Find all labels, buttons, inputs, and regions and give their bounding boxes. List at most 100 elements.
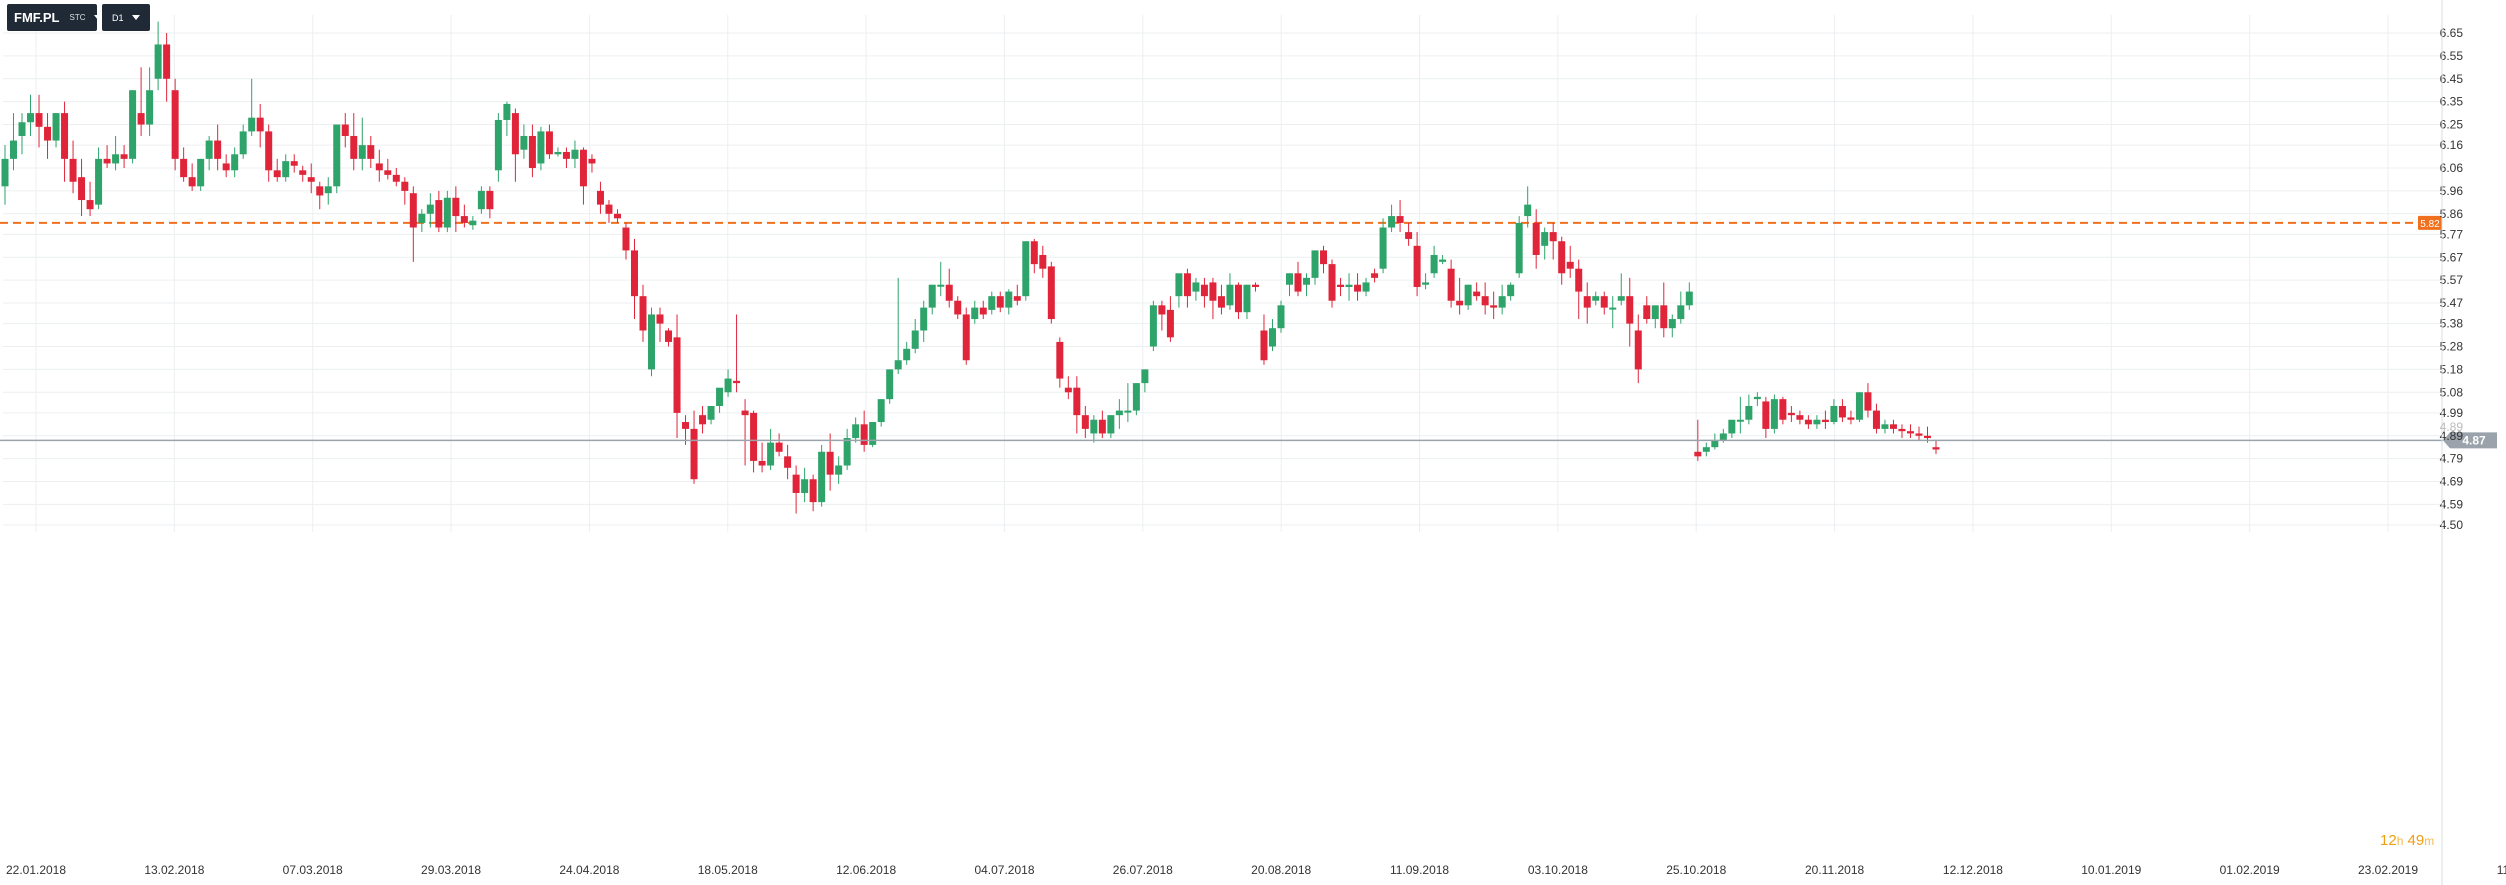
- candle-body: [239, 131, 247, 155]
- candle-body: [1694, 451, 1702, 457]
- candle: [979, 300, 987, 320]
- candle: [937, 261, 945, 297]
- candle: [1702, 442, 1710, 457]
- candle: [1932, 440, 1940, 455]
- candle-body: [682, 422, 690, 429]
- candle: [520, 124, 528, 159]
- y-tick-label: 5.47: [2440, 296, 2464, 310]
- candle-body: [1379, 227, 1387, 269]
- candle: [1660, 282, 1668, 338]
- candle-body: [197, 158, 205, 187]
- candle: [648, 307, 656, 377]
- candle: [954, 296, 962, 320]
- candle-body: [1022, 241, 1030, 297]
- y-tick-label: 6.16: [2440, 138, 2464, 152]
- countdown-hours-unit: h: [2396, 834, 2404, 848]
- candle-body: [869, 422, 877, 445]
- candle: [290, 154, 298, 173]
- candle-body: [1702, 447, 1710, 452]
- candle-body: [1787, 412, 1795, 416]
- candle: [1422, 273, 1430, 290]
- candle: [1260, 314, 1268, 365]
- candle-body: [1405, 232, 1413, 239]
- candle: [1226, 273, 1234, 310]
- candle-body: [1532, 222, 1540, 255]
- candle: [1575, 259, 1583, 320]
- candle-body: [1838, 406, 1846, 418]
- candle-body: [1932, 447, 1940, 450]
- candle: [1515, 216, 1523, 278]
- candle: [154, 21, 162, 91]
- candle: [435, 190, 443, 233]
- candle-body: [1456, 300, 1464, 306]
- y-tick-label: 5.38: [2440, 317, 2464, 331]
- candle-body: [1371, 273, 1379, 278]
- candle-body: [205, 140, 213, 159]
- candle-body: [1047, 266, 1055, 320]
- candle: [1889, 419, 1897, 434]
- candle: [1209, 277, 1217, 320]
- candle: [758, 442, 766, 473]
- candle-body: [1719, 433, 1727, 441]
- candle-body: [1328, 264, 1336, 301]
- candle-body: [222, 163, 230, 171]
- candle: [1022, 241, 1030, 301]
- candle-body: [1813, 419, 1821, 425]
- y-tick-label: 6.25: [2440, 118, 2464, 132]
- y-tick-label: 5.96: [2440, 184, 2464, 198]
- candle-body: [350, 135, 358, 159]
- candle: [78, 158, 86, 217]
- candle-body: [324, 186, 332, 194]
- interval-selector-button[interactable]: D1: [102, 4, 150, 31]
- candle-body: [69, 158, 77, 182]
- candle: [256, 103, 264, 148]
- x-tick-label: 12.12.2018: [1943, 863, 2003, 877]
- candle-body: [452, 197, 460, 217]
- candle-body: [750, 412, 758, 461]
- candle: [137, 67, 145, 136]
- alert-price-tag[interactable]: [2418, 215, 2442, 230]
- candle-body: [1524, 204, 1532, 217]
- candle-body: [1830, 406, 1838, 423]
- candle: [452, 186, 460, 233]
- symbol-selector-button[interactable]: FMF.PL STC: [7, 4, 102, 31]
- candle-body: [1804, 419, 1812, 425]
- candle: [1030, 238, 1038, 274]
- candle: [1855, 392, 1863, 423]
- candle: [1124, 383, 1132, 423]
- candle-body: [1490, 305, 1498, 308]
- candle-body: [1337, 284, 1345, 288]
- candle-body: [1677, 305, 1685, 320]
- y-tick-label: 4.89: [2440, 429, 2464, 443]
- candle-body: [1320, 250, 1328, 265]
- candle: [1821, 410, 1829, 429]
- candle: [1490, 291, 1498, 320]
- candle: [205, 135, 213, 171]
- candle-body: [1685, 291, 1693, 306]
- y-tick-label: 6.55: [2440, 49, 2464, 63]
- candle-body: [818, 451, 826, 503]
- candle-body: [1251, 284, 1259, 288]
- candle: [801, 467, 809, 503]
- candle: [1251, 282, 1259, 292]
- candle: [426, 193, 434, 228]
- candle: [716, 387, 724, 413]
- candle-body: [511, 113, 519, 155]
- candle-body: [1, 158, 9, 187]
- candle: [273, 158, 281, 182]
- candle: [350, 113, 358, 171]
- candle-countdown-timer: 12h 49m: [2380, 832, 2434, 849]
- current-price-tag: [2443, 432, 2497, 449]
- candle-body: [1566, 261, 1574, 269]
- candle: [443, 190, 451, 233]
- candle-body: [1821, 419, 1829, 423]
- candle-body: [1388, 216, 1396, 228]
- candle: [1830, 399, 1838, 425]
- candle: [843, 428, 851, 471]
- y-tick-label: 6.35: [2440, 95, 2464, 109]
- candle: [1532, 209, 1540, 269]
- candle-body: [1668, 319, 1676, 329]
- candle-body: [1303, 277, 1311, 285]
- candle: [1379, 218, 1387, 274]
